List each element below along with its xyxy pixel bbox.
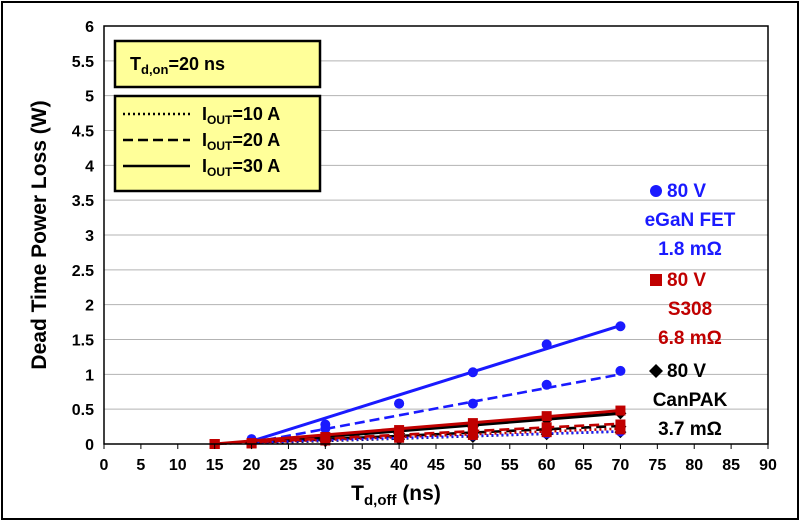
x-tick-label: 55 xyxy=(501,457,519,474)
svg-text:Td,on=20 ns: Td,on=20 ns xyxy=(130,54,225,77)
y-tick-label: 1.5 xyxy=(72,333,94,350)
legend-label: IOUT=20 A xyxy=(202,130,280,153)
x-tick-label: 10 xyxy=(169,457,187,474)
x-tick-label: 40 xyxy=(390,457,408,474)
condition-box: Td,on=20 ns xyxy=(113,39,322,89)
x-tick-label: 90 xyxy=(759,457,777,474)
data-point-circle xyxy=(541,379,552,390)
x-tick-label: 25 xyxy=(280,457,298,474)
data-point-square xyxy=(541,422,552,433)
device-label-line: 80 V xyxy=(667,181,706,202)
x-tick-label: 20 xyxy=(243,457,261,474)
data-point-circle xyxy=(320,419,331,430)
fit-lines xyxy=(214,324,621,446)
device-label-line: 80 V xyxy=(667,361,706,382)
device-label-line: 6.8 mΩ xyxy=(658,328,722,349)
y-tick-label: 0.5 xyxy=(72,402,94,419)
device-label-line: S308 xyxy=(668,299,712,320)
data-point-circle xyxy=(467,367,478,378)
x-tick-label: 65 xyxy=(575,457,593,474)
legend-label: IOUT=10 A xyxy=(202,104,280,127)
data-point-circle xyxy=(615,321,626,332)
device-label-line: 3.7 mΩ xyxy=(658,419,722,440)
y-tick-label: 0 xyxy=(85,437,94,454)
data-point-circle xyxy=(615,365,626,376)
x-tick-label: 80 xyxy=(685,457,703,474)
x-tick-label: 60 xyxy=(538,457,556,474)
y-tick-label: 3 xyxy=(85,228,94,245)
legend-box xyxy=(113,94,322,193)
y-tick-label: 5 xyxy=(85,89,94,106)
x-axis-title: Td,off (ns) xyxy=(351,482,441,509)
x-tick-label: 45 xyxy=(427,457,445,474)
fit-line-circle-dashed xyxy=(251,373,621,444)
x-tick-label: 5 xyxy=(136,457,145,474)
data-point-square xyxy=(467,425,478,436)
y-tick-label: 5.5 xyxy=(72,54,94,71)
data-point-square xyxy=(615,419,626,430)
data-point-square xyxy=(467,418,478,429)
legend-label: IOUT=30 A xyxy=(202,156,280,179)
device-label-line: 80 V xyxy=(667,270,706,291)
device-label-line: 1.8 mΩ xyxy=(658,239,722,260)
y-tick-label: 2.5 xyxy=(72,263,94,280)
device-marker-square xyxy=(650,274,662,286)
x-tick-labels: 0 5 10 15 20 25 30 35 40 45 50 55 60 65 70 75 80 85 90 xyxy=(100,444,777,474)
legend: IOUT=10 A IOUT=20 A IOUT=30 A xyxy=(113,94,322,193)
y-tick-label: 2 xyxy=(85,298,94,315)
device-marker-circle xyxy=(650,185,662,197)
data-point-circle xyxy=(394,398,405,409)
data-point-circle xyxy=(541,339,552,350)
y-tick-label: 4.5 xyxy=(72,124,94,141)
fit-line-diamond-solid xyxy=(251,411,621,445)
x-tick-label: 85 xyxy=(722,457,740,474)
data-point-square xyxy=(615,405,626,416)
y-tick-labels: 0 0.5 1 1.5 2 2.5 3 3.5 4 4.5 5 5.5 6 xyxy=(72,19,94,454)
y-tick-label: 4 xyxy=(85,158,94,175)
x-tick-label: 0 xyxy=(100,457,109,474)
fit-line-circle-solid xyxy=(251,324,621,443)
y-tick-label: 6 xyxy=(85,19,94,36)
data-point-square xyxy=(541,411,552,422)
device-label-line: eGaN FET xyxy=(645,210,736,231)
fit-line-square-dashed xyxy=(214,422,621,446)
x-tick-label: 75 xyxy=(648,457,666,474)
y-axis-title: Dead Time Power Loss (W) xyxy=(28,100,51,369)
x-tick-label: 70 xyxy=(612,457,630,474)
data-point-square xyxy=(394,425,405,436)
device-labels: 80 V eGaN FET 1.8 mΩ 80 V S308 6.8 mΩ 80 V CanP… xyxy=(645,181,736,440)
y-tick-label: 1 xyxy=(85,367,94,384)
device-label-line: CanPAK xyxy=(653,390,728,411)
fit-line-circle-dotted xyxy=(251,430,621,444)
x-tick-label: 50 xyxy=(464,457,482,474)
y-tick-label: 3.5 xyxy=(72,193,94,210)
x-tick-label: 15 xyxy=(206,457,224,474)
data-point-circle xyxy=(467,398,478,409)
device-marker-diamond xyxy=(649,364,663,378)
fit-line-square-solid xyxy=(214,409,621,446)
x-tick-label: 35 xyxy=(353,457,371,474)
x-tick-label: 30 xyxy=(316,457,334,474)
data-point-square xyxy=(320,432,331,443)
